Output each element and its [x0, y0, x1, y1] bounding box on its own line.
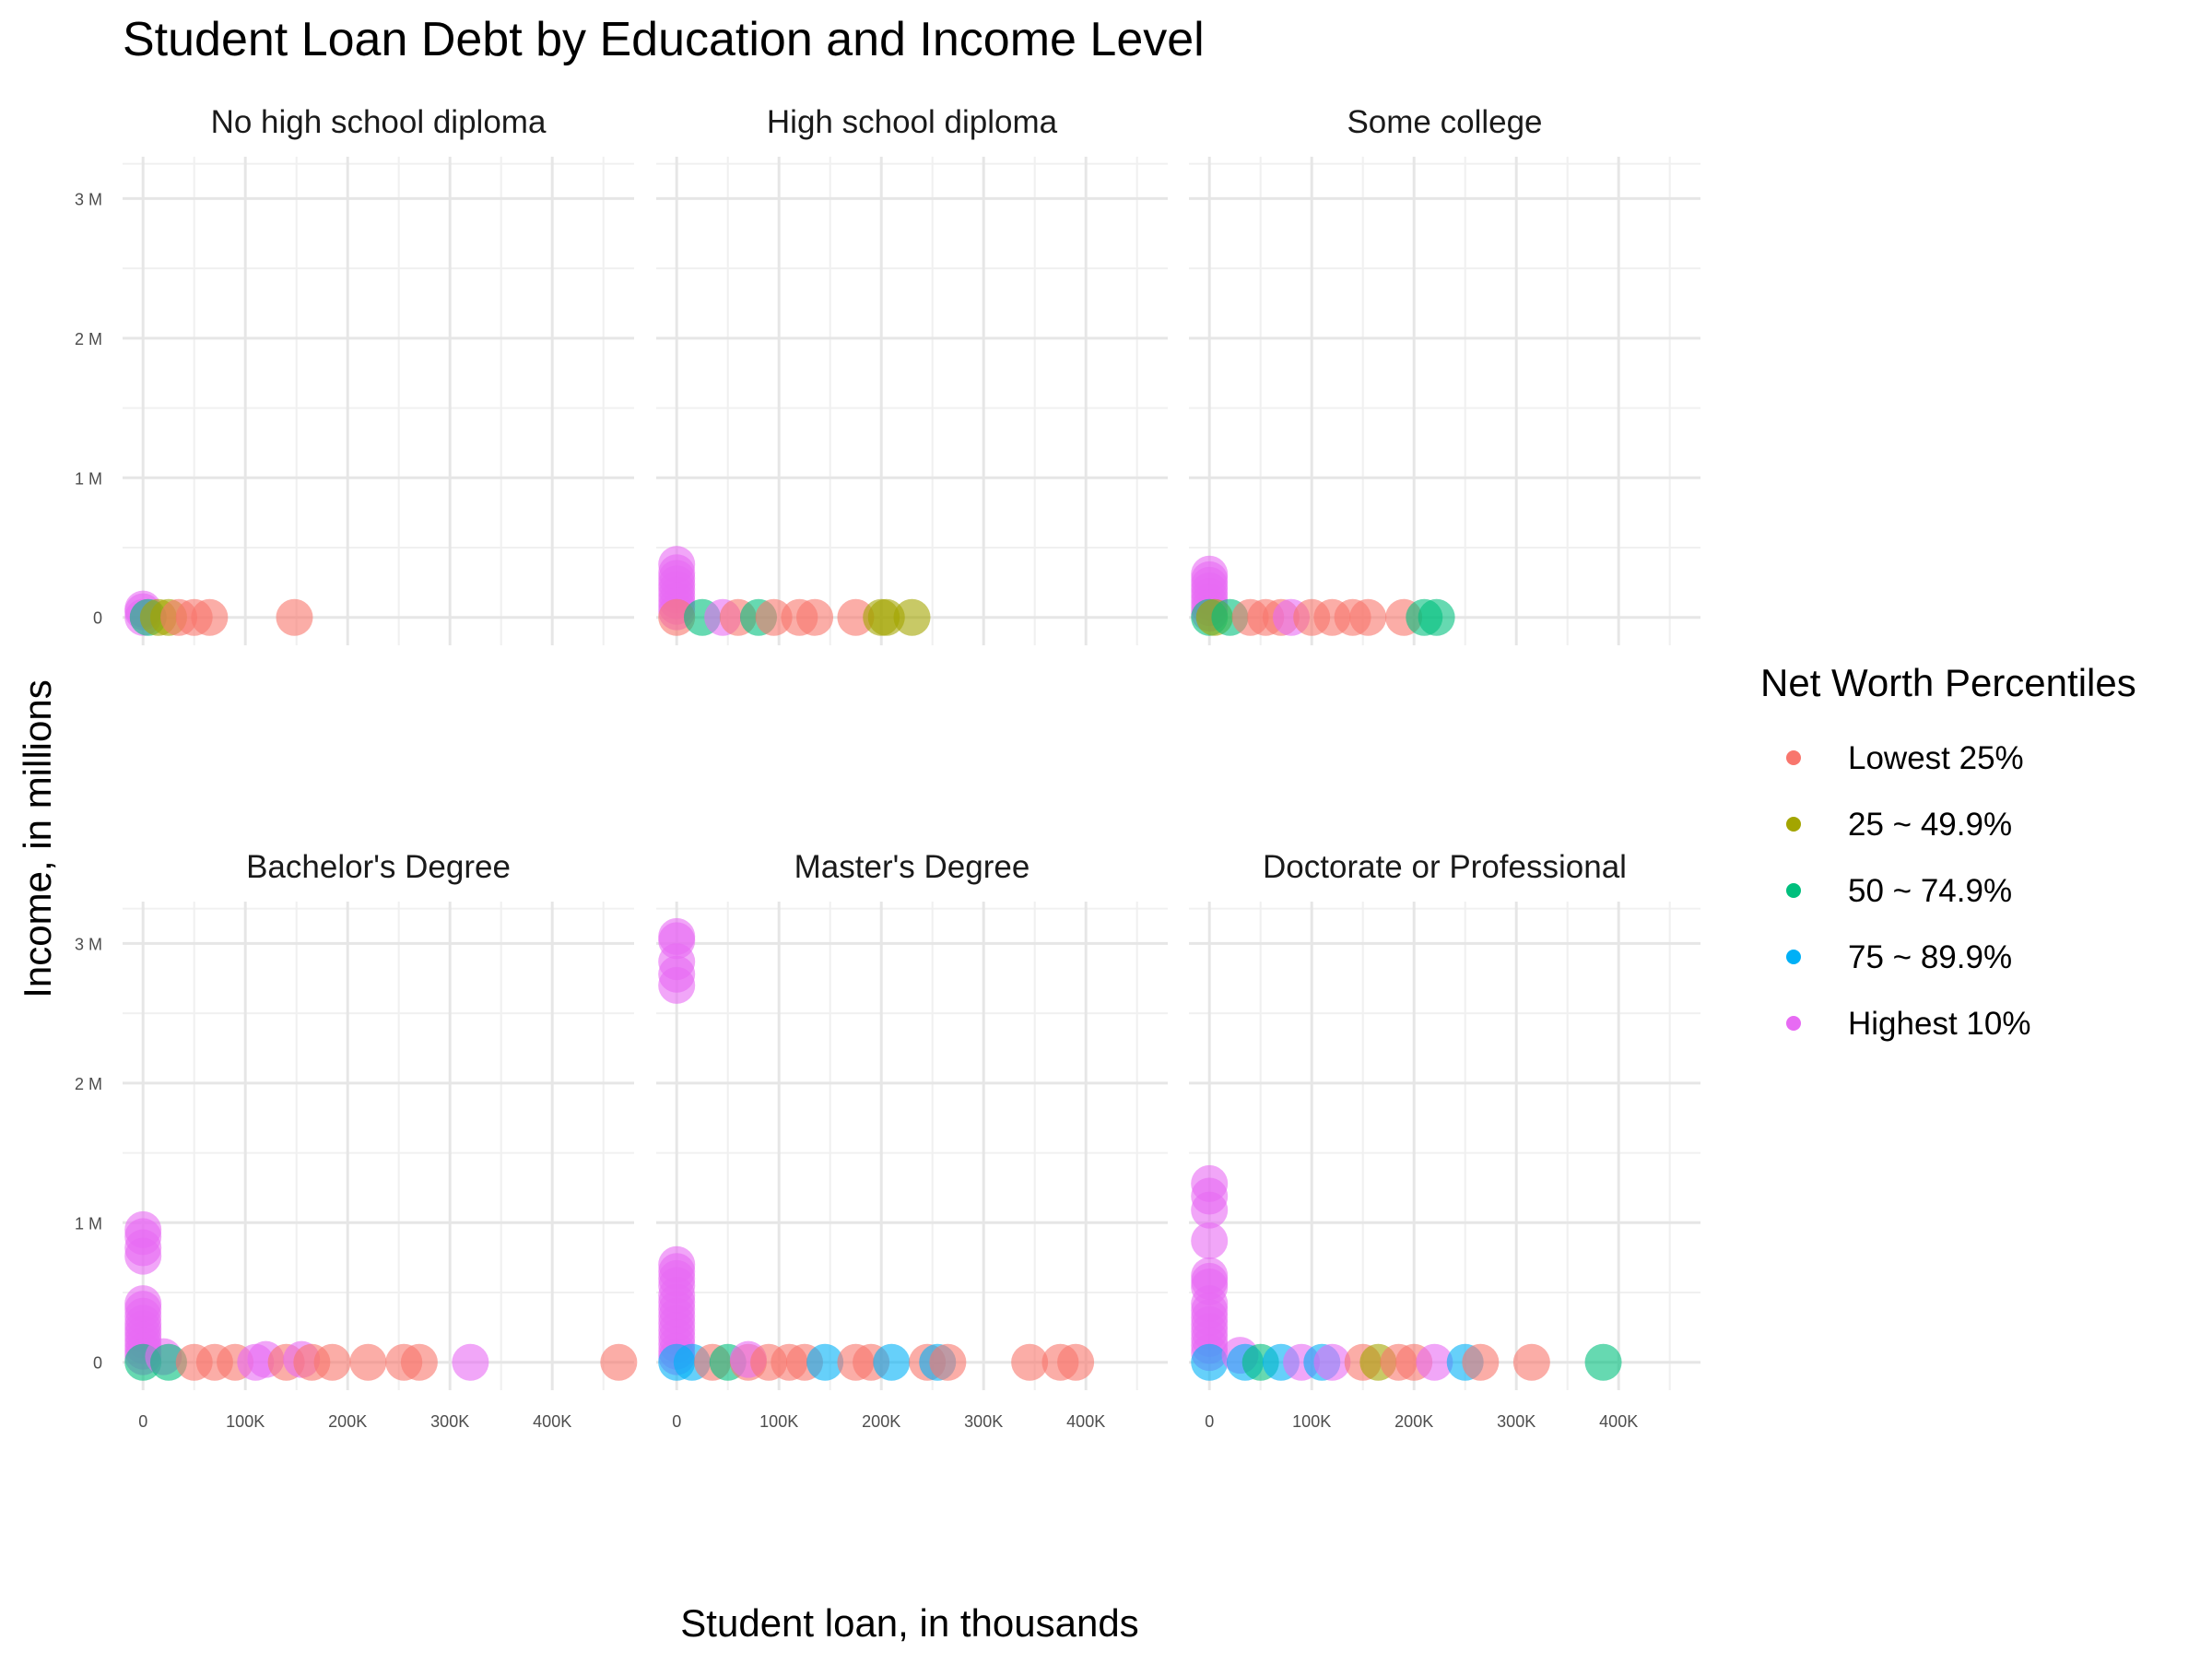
facet-title: Some college: [1347, 104, 1542, 140]
x-tick-label: 0: [672, 1412, 681, 1431]
y-tick-label: 1 M: [75, 1214, 102, 1233]
facet-panel: Some college: [1189, 104, 1700, 645]
data-point: [1313, 1343, 1351, 1381]
y-tick-label: 2 M: [75, 330, 102, 348]
data-point: [1011, 1343, 1049, 1381]
facet-title: High school diploma: [767, 104, 1058, 140]
facet-title: Bachelor's Degree: [246, 849, 511, 885]
x-tick-label: 100K: [759, 1412, 798, 1431]
chart-title: Student Loan Debt by Education and Incom…: [123, 13, 1205, 66]
data-point: [349, 1343, 387, 1381]
data-point: [276, 598, 313, 636]
data-point: [658, 966, 696, 1004]
x-tick-label: 0: [138, 1412, 147, 1431]
data-point: [1349, 598, 1387, 636]
x-tick-label: 0: [1205, 1412, 1214, 1431]
x-tick-label: 200K: [328, 1412, 367, 1431]
data-point: [929, 1343, 967, 1381]
y-tick-label: 0: [93, 609, 102, 628]
facet-panel: Doctorate or Professional 0 100K 200K 300K 40…: [1189, 849, 1700, 1431]
x-tick-label: 200K: [862, 1412, 900, 1431]
data-point: [658, 598, 696, 636]
data-point: [1462, 1343, 1500, 1381]
x-tick-label: 100K: [226, 1412, 265, 1431]
x-tick-label: 300K: [964, 1412, 1003, 1431]
legend-label: 25 ~ 49.9%: [1848, 807, 2012, 843]
data-point: [1416, 1343, 1453, 1381]
data-point: [1584, 1343, 1622, 1381]
y-tick-label: 2 M: [75, 1075, 102, 1093]
facet-title: Master's Degree: [794, 849, 1030, 885]
legend-key: [1786, 1016, 1801, 1031]
data-point: [313, 1343, 351, 1381]
legend-key: [1786, 950, 1801, 964]
data-point: [600, 1343, 638, 1381]
y-tick-label: 3 M: [75, 935, 102, 953]
data-point: [893, 598, 931, 636]
x-tick-label: 300K: [430, 1412, 469, 1431]
x-tick-label: 100K: [1292, 1412, 1331, 1431]
facet-title: No high school diploma: [211, 104, 547, 140]
facet-panel: Master's Degree 0 100K 200K 300K 400K: [656, 849, 1168, 1431]
legend-title: Net Worth Percentiles: [1760, 661, 2136, 704]
legend-key: [1786, 750, 1801, 765]
data-point: [1057, 1343, 1095, 1381]
facet-panel: No high school diploma 0 1 M 2 M 3 M: [75, 104, 634, 645]
data-point: [452, 1343, 489, 1381]
y-tick-label: 3 M: [75, 190, 102, 208]
x-tick-label: 400K: [1599, 1412, 1638, 1431]
y-tick-label: 1 M: [75, 469, 102, 488]
data-point: [1191, 1191, 1229, 1229]
legend: Net Worth Percentiles Lowest 25% 25 ~ 49.…: [1760, 661, 2136, 1042]
x-axis-title: Student loan, in thousands: [680, 1601, 1138, 1645]
data-point: [1418, 598, 1455, 636]
y-axis-title: Income, in millions: [16, 679, 59, 997]
data-point: [837, 598, 875, 636]
data-point: [873, 1343, 911, 1381]
facet-panel: High school diploma: [656, 104, 1168, 645]
legend-key: [1786, 817, 1801, 832]
data-point: [191, 598, 229, 636]
data-point: [806, 1343, 844, 1381]
data-point: [867, 598, 905, 636]
legend-label: 75 ~ 89.9%: [1848, 939, 2012, 975]
data-point: [400, 1343, 438, 1381]
legend-key: [1786, 883, 1801, 898]
data-point: [124, 1237, 162, 1275]
legend-label: Highest 10%: [1848, 1006, 2030, 1042]
facet-title: Doctorate or Professional: [1263, 849, 1627, 885]
data-point: [1512, 1343, 1550, 1381]
x-tick-label: 300K: [1497, 1412, 1535, 1431]
data-point: [149, 1343, 187, 1381]
data-point: [755, 598, 793, 636]
data-point: [796, 598, 834, 636]
legend-label: 50 ~ 74.9%: [1848, 873, 2012, 909]
facet-panel: Bachelor's Degree 0 1 M 2 M 3 M 0 100K 200K 300K…: [75, 849, 638, 1431]
x-tick-label: 400K: [533, 1412, 571, 1431]
facet-panels: No high school diploma 0 1 M 2 M 3 M High sch…: [75, 104, 1700, 1431]
y-tick-label: 0: [93, 1354, 102, 1373]
x-tick-label: 400K: [1066, 1412, 1105, 1431]
legend-label: Lowest 25%: [1848, 740, 2024, 776]
data-point: [1191, 1343, 1229, 1381]
data-point: [1191, 1221, 1229, 1259]
x-tick-label: 200K: [1394, 1412, 1433, 1431]
